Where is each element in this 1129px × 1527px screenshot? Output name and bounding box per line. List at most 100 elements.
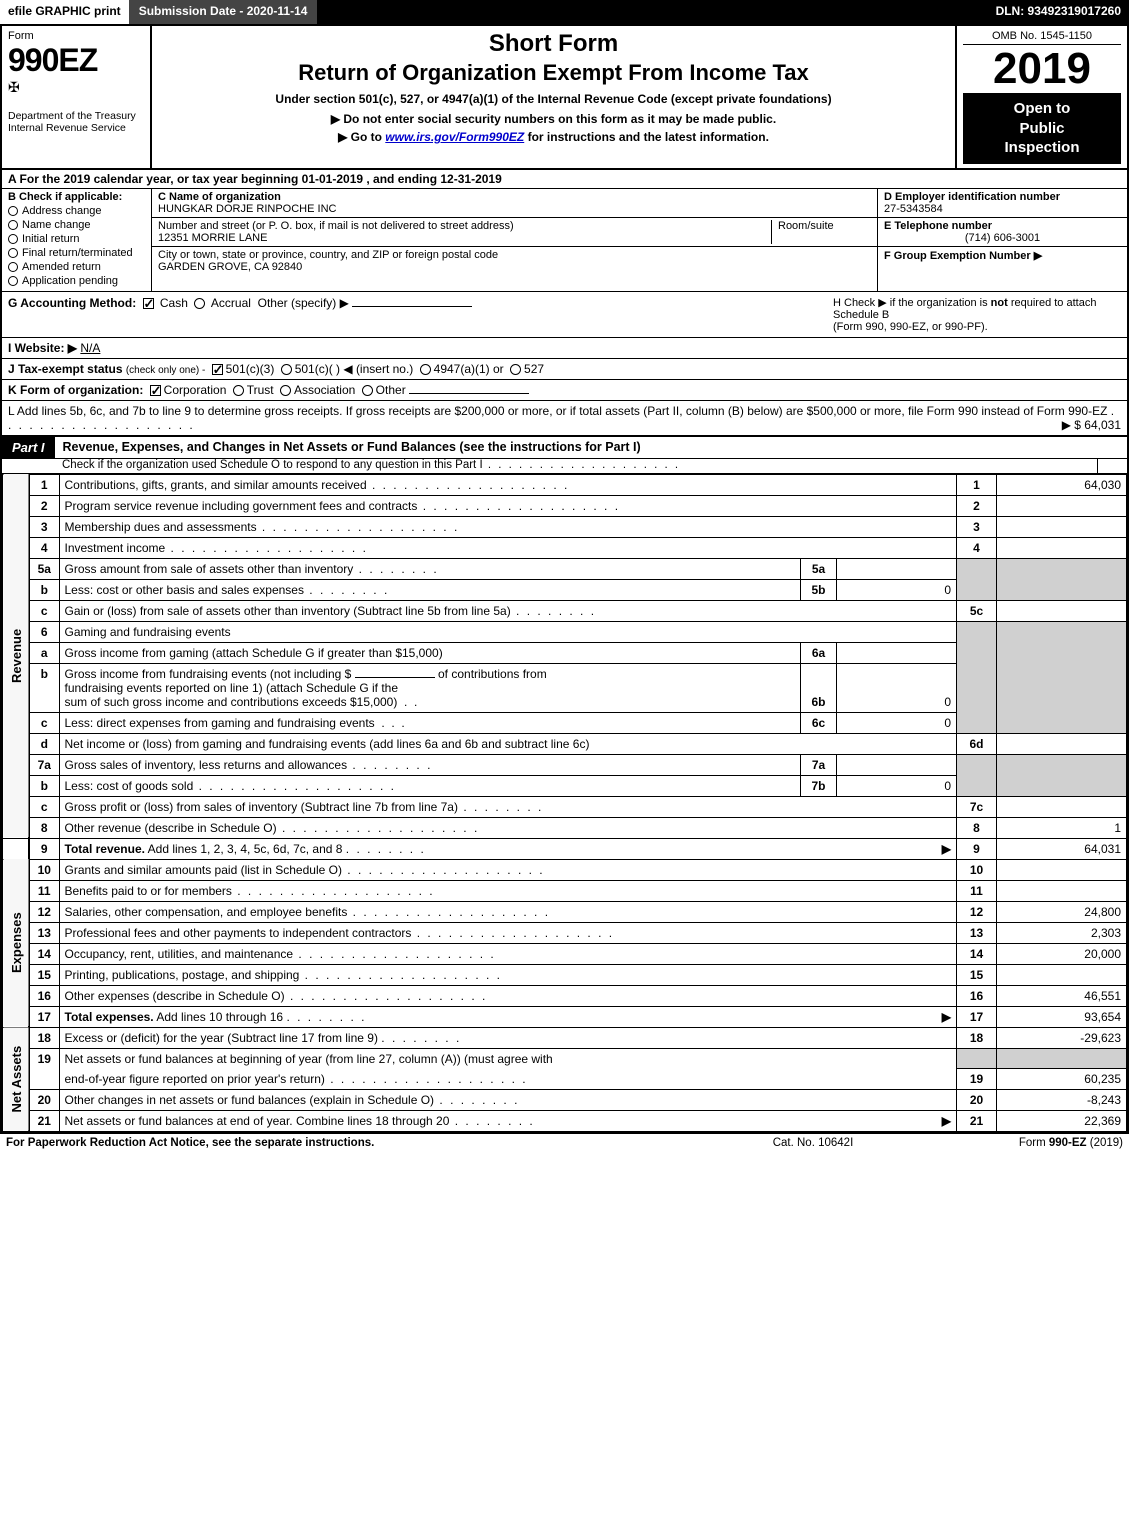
top-bar: efile GRAPHIC print Submission Date - 20… bbox=[0, 0, 1129, 24]
h-text3: (Form 990, 990-EZ, or 990-PF). bbox=[833, 321, 988, 333]
line-10-box: 10 bbox=[957, 859, 997, 880]
f-group-exemption-label: F Group Exemption Number ▶ bbox=[884, 249, 1121, 262]
k-label: K Form of organization: bbox=[8, 383, 143, 397]
j-501c3-checkbox[interactable] bbox=[212, 364, 223, 375]
check-application-pending[interactable]: Application pending bbox=[8, 275, 145, 287]
line-21-desc: Net assets or fund balances at end of ye… bbox=[65, 1114, 535, 1128]
line-17-box: 17 bbox=[957, 1006, 997, 1027]
side-label-revenue: Revenue bbox=[3, 474, 30, 838]
e-telephone-value: (714) 606-3001 bbox=[884, 232, 1121, 244]
line-5c-val bbox=[997, 600, 1127, 621]
section-d-e-f: D Employer identification number 27-5343… bbox=[877, 189, 1127, 291]
line-4-box: 4 bbox=[957, 537, 997, 558]
check-amended-return[interactable]: Amended return bbox=[8, 261, 145, 273]
return-title: Return of Organization Exempt From Incom… bbox=[160, 60, 947, 86]
i-label: I Website: ▶ bbox=[8, 341, 77, 355]
line-6b-box: 6b bbox=[801, 663, 837, 712]
under-section-text: Under section 501(c), 527, or 4947(a)(1)… bbox=[160, 92, 947, 106]
street-address: 12351 MORRIE LANE bbox=[158, 232, 267, 244]
d-ein-label: D Employer identification number bbox=[884, 191, 1121, 203]
j-501c-checkbox[interactable] bbox=[281, 364, 292, 375]
part-1-schedule-o-checkbox[interactable] bbox=[1097, 459, 1127, 473]
line-5b-val: 0 bbox=[837, 579, 957, 600]
submission-date-button[interactable]: Submission Date - 2020-11-14 bbox=[129, 0, 320, 24]
line-6b-desc2: fundraising events reported on line 1) (… bbox=[65, 681, 399, 695]
city-label: City or town, state or province, country… bbox=[158, 249, 871, 261]
line-6d-desc: Net income or (loss) from gaming and fun… bbox=[65, 737, 590, 751]
line-6d-val bbox=[997, 733, 1127, 754]
line-2-val bbox=[997, 495, 1127, 516]
line-9-box: 9 bbox=[957, 838, 997, 859]
section-b: B Check if applicable: Address change Na… bbox=[2, 189, 152, 291]
line-20-desc: Other changes in net assets or fund bala… bbox=[65, 1093, 520, 1107]
irs-label: Internal Revenue Service bbox=[8, 122, 144, 134]
line-16-desc: Other expenses (describe in Schedule O) bbox=[65, 989, 488, 1003]
j-4947-checkbox[interactable] bbox=[420, 364, 431, 375]
g-cash-checkbox[interactable] bbox=[143, 298, 154, 309]
line-5a-val bbox=[837, 558, 957, 579]
line-7b-desc: Less: cost of goods sold bbox=[65, 779, 396, 793]
check-initial-return[interactable]: Initial return bbox=[8, 233, 145, 245]
line-5c-box: 5c bbox=[957, 600, 997, 621]
form-990ez-page: Form 990EZ ✠ Department of the Treasury … bbox=[0, 24, 1129, 1134]
check-address-change[interactable]: Address change bbox=[8, 205, 145, 217]
g-accrual-checkbox[interactable] bbox=[194, 298, 205, 309]
line-15-desc: Printing, publications, postage, and shi… bbox=[65, 968, 503, 982]
open-to-public-inspection: Open to Public Inspection bbox=[963, 93, 1121, 164]
line-10-val bbox=[997, 859, 1127, 880]
k-trust-checkbox[interactable] bbox=[233, 385, 244, 396]
line-7c-box: 7c bbox=[957, 796, 997, 817]
e-telephone-label: E Telephone number bbox=[884, 220, 1121, 232]
irs-form-link[interactable]: www.irs.gov/Form990EZ bbox=[385, 130, 524, 144]
line-15-val bbox=[997, 964, 1127, 985]
line-6d-box: 6d bbox=[957, 733, 997, 754]
tax-year: 2019 bbox=[963, 47, 1121, 91]
line-7c-val bbox=[997, 796, 1127, 817]
check-name-change[interactable]: Name change bbox=[8, 219, 145, 231]
line-k: K Form of organization: Corporation Trus… bbox=[2, 380, 1127, 401]
city-state-zip: GARDEN GROVE, CA 92840 bbox=[158, 261, 871, 273]
line-9-desc: Total revenue. bbox=[65, 842, 145, 856]
g-other-input[interactable] bbox=[352, 306, 472, 307]
open-public-line2: Public bbox=[967, 119, 1117, 139]
do-not-enter-ssn: ▶ Do not enter social security numbers o… bbox=[160, 112, 947, 126]
line-13-box: 13 bbox=[957, 922, 997, 943]
line-12-val: 24,800 bbox=[997, 901, 1127, 922]
part-1-title: Revenue, Expenses, and Changes in Net As… bbox=[55, 437, 1127, 457]
j-527-checkbox[interactable] bbox=[510, 364, 521, 375]
k-corp-checkbox[interactable] bbox=[150, 385, 161, 396]
k-other-input[interactable] bbox=[409, 393, 529, 394]
line-9-val: 64,031 bbox=[997, 838, 1127, 859]
header-left: Form 990EZ ✠ Department of the Treasury … bbox=[2, 26, 152, 168]
part-1-label: Part I bbox=[2, 437, 55, 458]
j-label: J Tax-exempt status bbox=[8, 362, 123, 376]
k-assoc-checkbox[interactable] bbox=[280, 385, 291, 396]
line-6b-blank[interactable] bbox=[355, 677, 435, 678]
line-7c-desc: Gross profit or (loss) from sales of inv… bbox=[65, 800, 544, 814]
check-final-return[interactable]: Final return/terminated bbox=[8, 247, 145, 259]
line-7b-box: 7b bbox=[801, 775, 837, 796]
line-2-box: 2 bbox=[957, 495, 997, 516]
form-number: 990EZ bbox=[8, 42, 144, 79]
page-footer: For Paperwork Reduction Act Notice, see … bbox=[0, 1134, 1129, 1152]
part-1-table: Revenue 1 Contributions, gifts, grants, … bbox=[2, 474, 1127, 1133]
line-6b-desc3: sum of such gross income and contributio… bbox=[65, 695, 398, 709]
line-8-desc: Other revenue (describe in Schedule O) bbox=[65, 821, 480, 835]
department-label: Department of the Treasury bbox=[8, 110, 144, 122]
line-5b-box: 5b bbox=[801, 579, 837, 600]
goto-instructions: ▶ Go to www.irs.gov/Form990EZ for instru… bbox=[160, 130, 947, 144]
line-6c-box: 6c bbox=[801, 712, 837, 733]
line-2-desc: Program service revenue including govern… bbox=[65, 499, 621, 513]
section-b-c-d: B Check if applicable: Address change Na… bbox=[2, 189, 1127, 292]
line-6a-desc: Gross income from gaming (attach Schedul… bbox=[65, 646, 443, 660]
k-other-checkbox[interactable] bbox=[362, 385, 373, 396]
line-19-desc2: end-of-year figure reported on prior yea… bbox=[65, 1072, 528, 1086]
footer-cat-no: Cat. No. 10642I bbox=[703, 1137, 923, 1149]
line-21-box: 21 bbox=[957, 1111, 997, 1132]
goto-suffix: for instructions and the latest informat… bbox=[528, 130, 769, 144]
form-label: Form bbox=[8, 30, 144, 42]
room-suite-label: Room/suite bbox=[771, 220, 871, 244]
addr-label: Number and street (or P. O. box, if mail… bbox=[158, 220, 514, 232]
line-6a-box: 6a bbox=[801, 642, 837, 663]
line-21-val: 22,369 bbox=[997, 1111, 1127, 1132]
